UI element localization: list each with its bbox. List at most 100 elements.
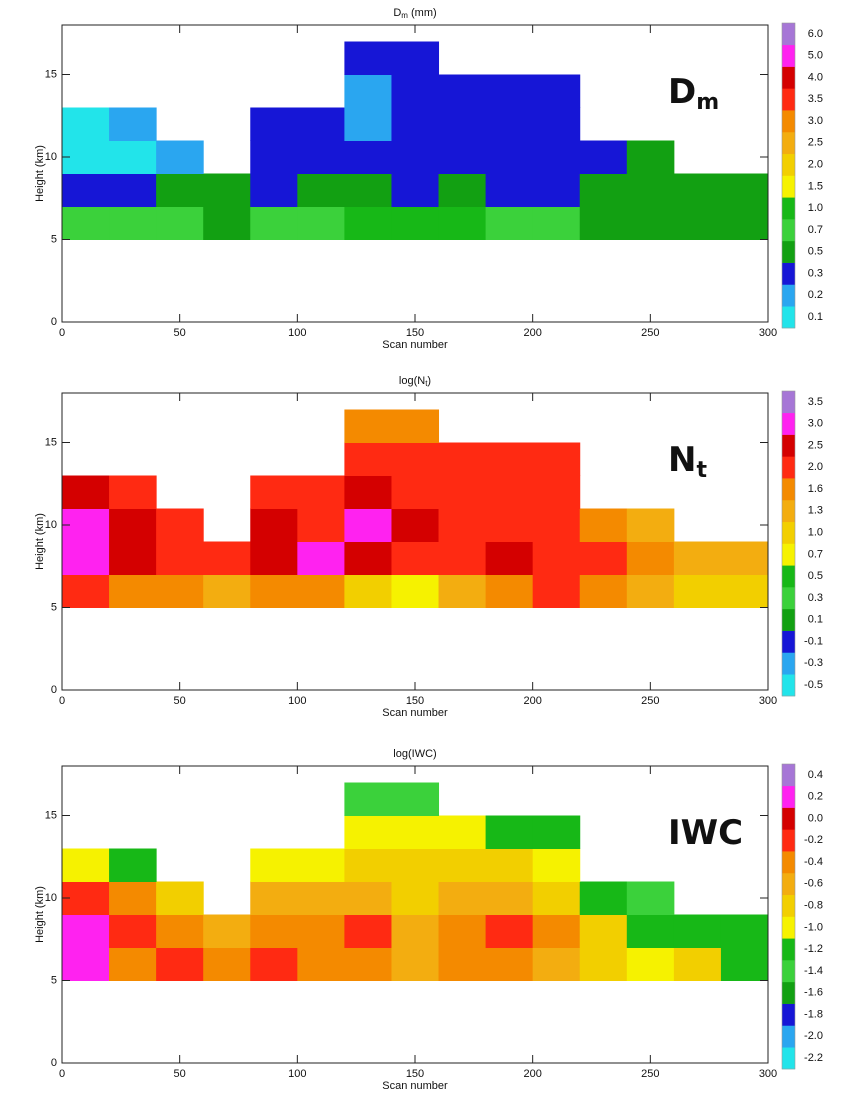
- colorbar-band: [782, 1025, 795, 1048]
- cell: [344, 475, 392, 509]
- cell: [250, 206, 298, 240]
- cell: [579, 173, 628, 207]
- cell: [438, 947, 487, 981]
- cell: [391, 475, 440, 509]
- colorbar-label: -1.0: [804, 921, 823, 933]
- colorbar-label: 0.5: [808, 246, 823, 258]
- x-tick-label: 50: [174, 327, 186, 339]
- colorbar-label: 1.3: [808, 505, 823, 517]
- cell: [156, 140, 204, 174]
- y-axis-label: Height (km): [34, 886, 46, 943]
- cell: [438, 74, 487, 108]
- cell: [344, 574, 392, 608]
- cell: [579, 574, 628, 608]
- cell: [532, 173, 581, 207]
- x-tick-label: 100: [288, 1068, 306, 1080]
- cell: [626, 947, 675, 981]
- cell: [532, 475, 581, 509]
- x-tick-label: 100: [288, 327, 306, 339]
- y-tick-label: 0: [51, 684, 57, 696]
- cell: [250, 107, 298, 141]
- cell: [579, 508, 628, 542]
- cell: [297, 848, 345, 882]
- colorbar-band: [782, 565, 795, 588]
- panel-label: Dm: [668, 72, 719, 116]
- cell: [673, 574, 722, 608]
- cell: [673, 541, 722, 575]
- panel-title: Dm (mm): [393, 7, 436, 20]
- cell: [626, 881, 675, 915]
- cell: [579, 881, 628, 915]
- colorbar-label: 3.0: [808, 418, 823, 430]
- cell: [250, 475, 298, 509]
- cell: [438, 107, 487, 141]
- colorbar-label: 0.0: [808, 812, 823, 824]
- cell: [109, 848, 157, 882]
- colorbar-label: 0.1: [808, 311, 823, 323]
- colorbar-band: [782, 175, 795, 198]
- cell: [109, 881, 157, 915]
- cell: [156, 508, 204, 542]
- cell: [485, 173, 534, 207]
- cell: [344, 41, 392, 75]
- cell: [626, 508, 675, 542]
- label-sub: t: [696, 458, 707, 483]
- panel-title: log(IWC): [393, 748, 436, 760]
- colorbar-label: -1.4: [804, 965, 823, 977]
- x-tick-label: 300: [759, 327, 777, 339]
- cell: [109, 914, 157, 948]
- cell: [720, 947, 769, 981]
- cell: [626, 173, 675, 207]
- cell: [626, 206, 675, 240]
- cell: [485, 442, 534, 476]
- cell: [203, 541, 251, 575]
- colorbar-label: 1.5: [808, 180, 823, 192]
- cell: [344, 541, 392, 575]
- colorbar-band: [782, 674, 795, 697]
- y-tick-label: 0: [51, 316, 57, 328]
- cell: [344, 815, 392, 849]
- cell: [532, 574, 581, 608]
- cell: [344, 881, 392, 915]
- cell: [485, 475, 534, 509]
- x-tick-label: 250: [641, 695, 659, 707]
- cell: [485, 947, 534, 981]
- colorbar-band: [782, 262, 795, 285]
- cell: [532, 541, 581, 575]
- x-tick-label: 200: [523, 327, 541, 339]
- colorbar-label: 3.5: [808, 93, 823, 105]
- colorbar-band: [782, 916, 795, 939]
- cell: [485, 74, 534, 108]
- label-main: D: [668, 72, 696, 112]
- x-tick-label: 100: [288, 695, 306, 707]
- panel-title: log(Nt): [399, 375, 431, 388]
- colorbar-label: 0.5: [808, 570, 823, 582]
- cell: [438, 140, 487, 174]
- colorbar-label: 6.0: [808, 28, 823, 40]
- cell: [391, 508, 440, 542]
- cell: [203, 173, 251, 207]
- cell: [532, 74, 581, 108]
- colorbar-label: 2.5: [808, 137, 823, 149]
- cell: [156, 173, 204, 207]
- cell: [109, 947, 157, 981]
- cell: [720, 206, 769, 240]
- colorbar-label: -0.8: [804, 900, 823, 912]
- x-tick-label: 50: [174, 695, 186, 707]
- cell: [485, 881, 534, 915]
- colorbar-label: -0.5: [804, 679, 823, 691]
- colorbar-band: [782, 587, 795, 610]
- cell: [297, 541, 345, 575]
- title-part: t: [425, 379, 428, 388]
- cell: [250, 947, 298, 981]
- colorbar-label: -1.8: [804, 1008, 823, 1020]
- cell: [532, 947, 581, 981]
- x-axis-label: Scan number: [382, 1080, 448, 1092]
- colorbar-label: 2.5: [808, 439, 823, 451]
- cell: [438, 881, 487, 915]
- cell: [438, 848, 487, 882]
- colorbar-band: [782, 894, 795, 917]
- colorbar-label: 1.0: [808, 202, 823, 214]
- cell: [391, 173, 440, 207]
